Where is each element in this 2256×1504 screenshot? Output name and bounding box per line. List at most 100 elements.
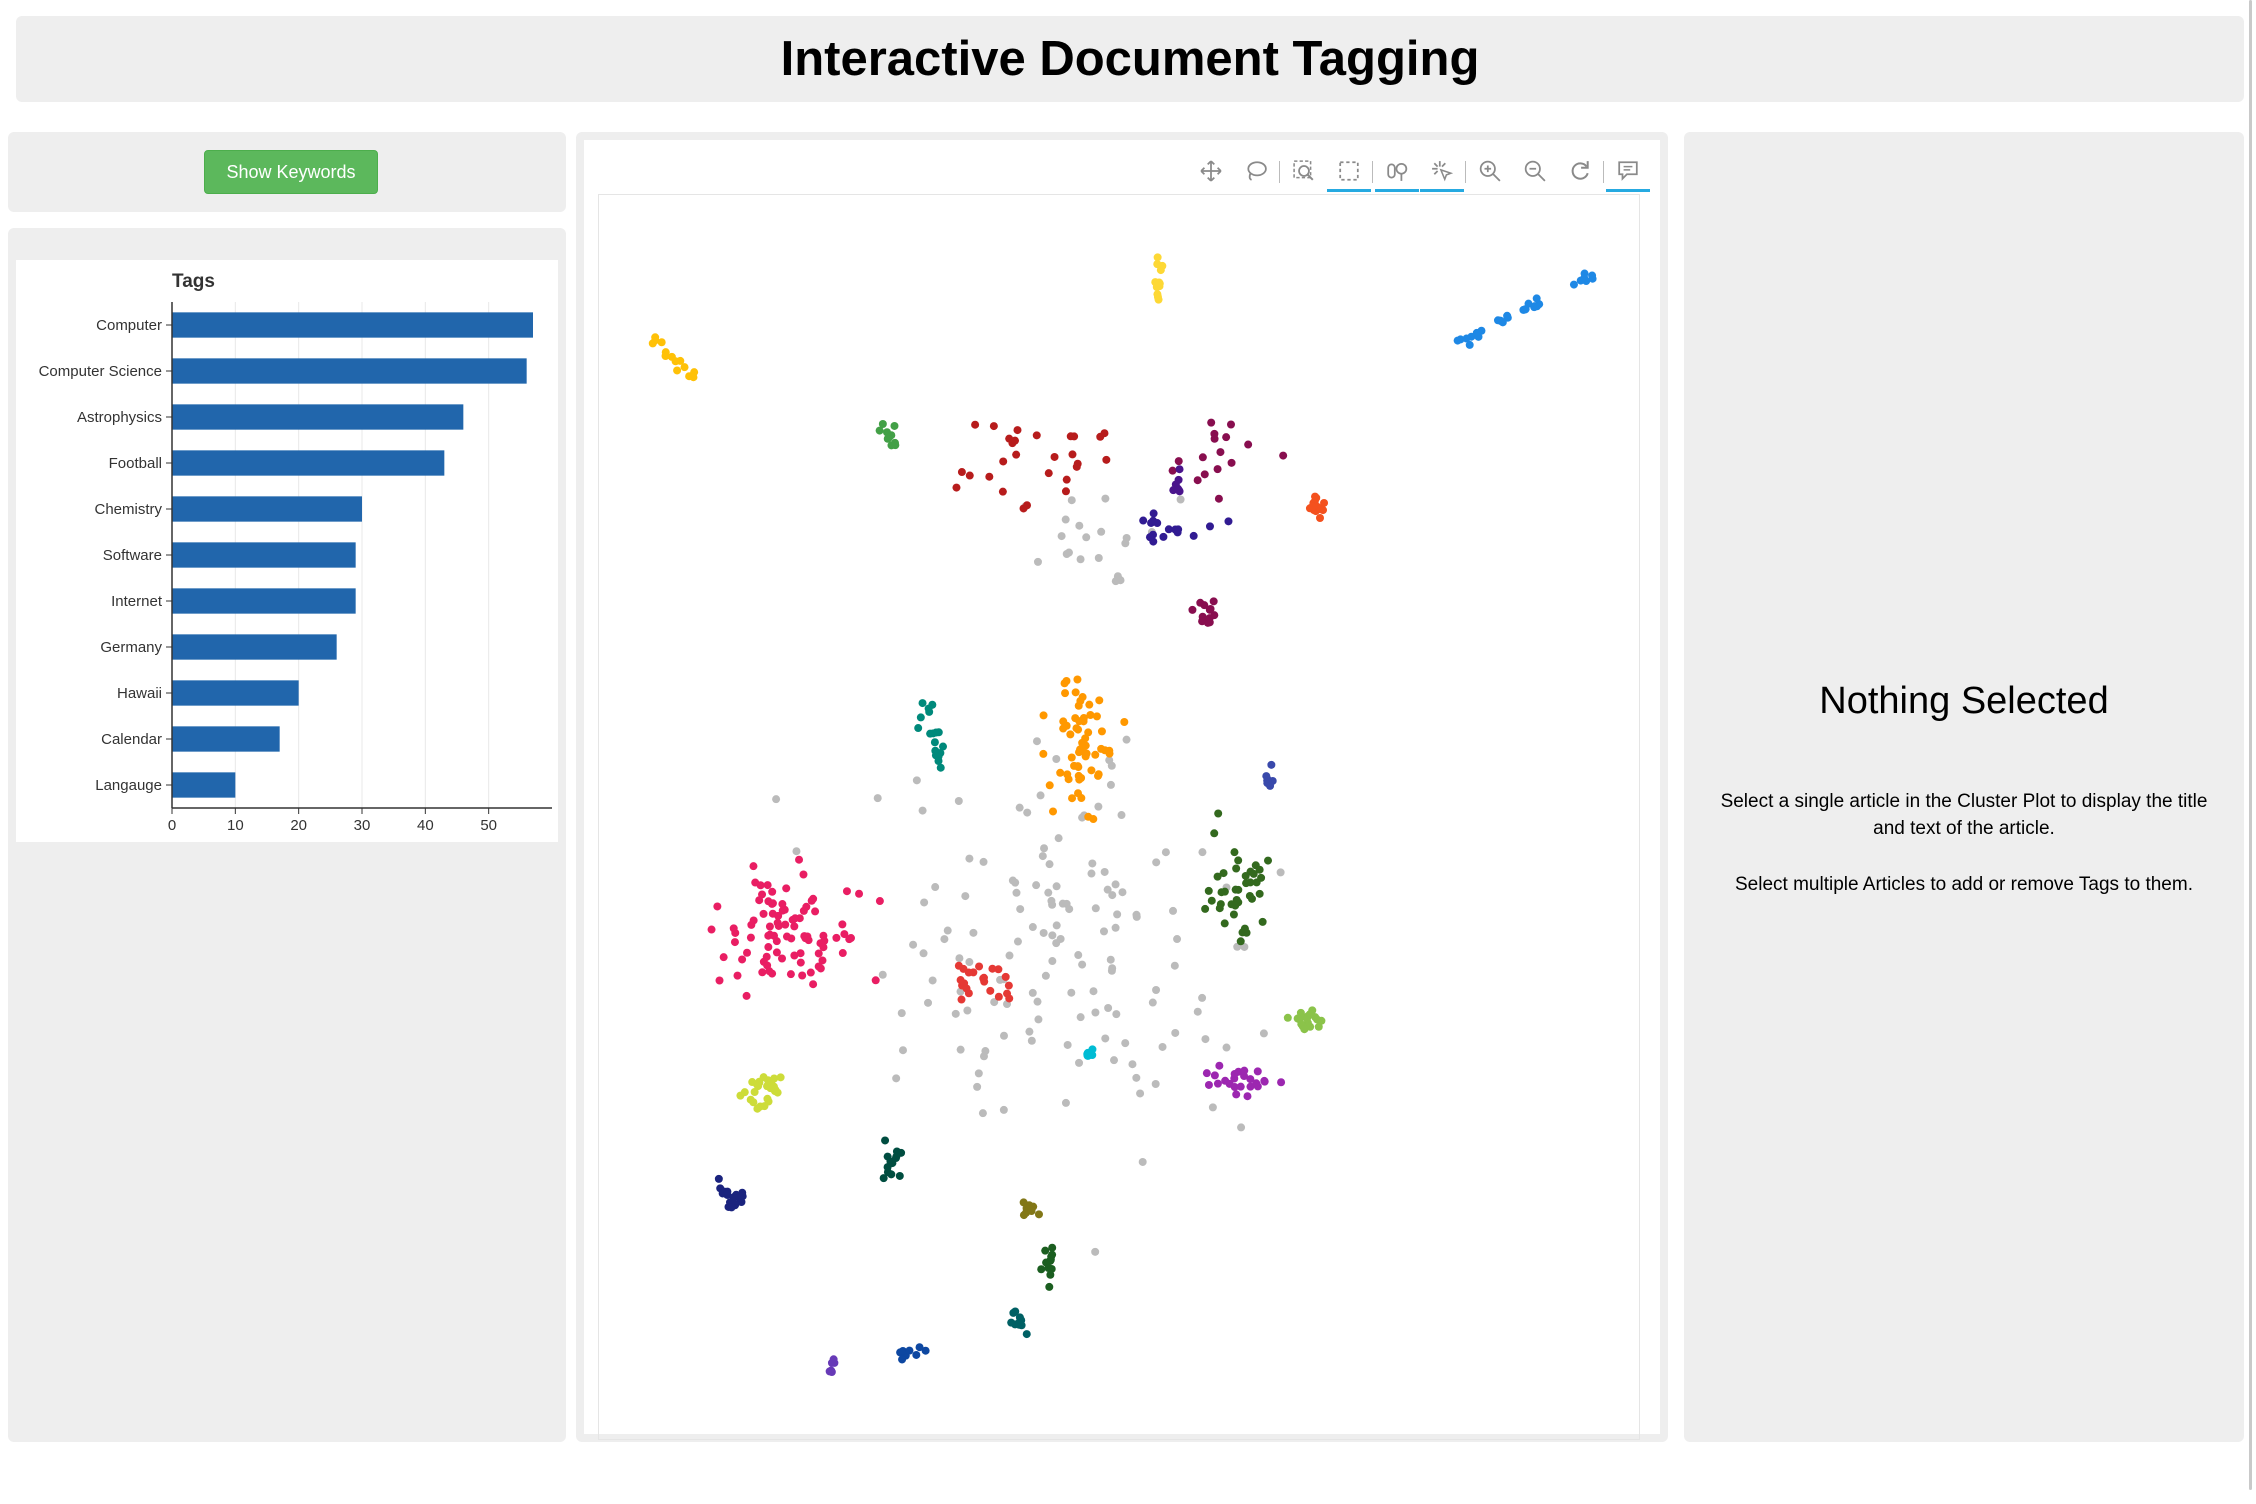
article-point[interactable] <box>1087 1050 1096 1059</box>
article-point[interactable] <box>1132 910 1141 919</box>
article-point[interactable] <box>1224 517 1233 526</box>
article-point[interactable] <box>1244 440 1253 449</box>
article-point[interactable] <box>1019 1211 1028 1220</box>
article-point[interactable] <box>1064 775 1073 784</box>
article-point[interactable] <box>1074 725 1083 734</box>
article-point[interactable] <box>807 896 816 905</box>
article-point[interactable] <box>1138 1157 1147 1166</box>
article-point[interactable] <box>774 921 783 930</box>
article-point[interactable] <box>1169 906 1178 915</box>
article-point[interactable] <box>1081 734 1090 743</box>
article-point[interactable] <box>754 1082 763 1091</box>
article-point[interactable] <box>803 932 812 941</box>
article-point[interactable] <box>979 1052 988 1061</box>
article-point[interactable] <box>778 906 787 915</box>
article-point[interactable] <box>952 483 961 492</box>
article-point[interactable] <box>1094 802 1103 811</box>
article-point[interactable] <box>1056 768 1065 777</box>
article-point[interactable] <box>1034 1210 1043 1219</box>
article-point[interactable] <box>1095 696 1104 705</box>
article-point[interactable] <box>1477 326 1486 335</box>
article-point[interactable] <box>1207 896 1216 905</box>
article-point[interactable] <box>875 426 884 435</box>
article-point[interactable] <box>1240 1066 1249 1075</box>
article-point[interactable] <box>1023 501 1032 510</box>
article-point[interactable] <box>1257 873 1266 882</box>
article-point[interactable] <box>1076 1013 1085 1022</box>
article-point[interactable] <box>747 920 756 929</box>
article-point[interactable] <box>765 922 774 931</box>
tap-select-icon[interactable] <box>1420 152 1464 192</box>
article-point[interactable] <box>742 991 751 1000</box>
article-point[interactable] <box>1023 808 1032 817</box>
article-point[interactable] <box>955 954 964 963</box>
article-point[interactable] <box>799 870 808 879</box>
article-point[interactable] <box>1171 1028 1180 1037</box>
article-point[interactable] <box>979 974 988 983</box>
tag-bar[interactable] <box>172 726 280 752</box>
article-point[interactable] <box>1122 735 1131 744</box>
article-point[interactable] <box>1085 700 1094 709</box>
tags-bar-chart[interactable]: Tags Computer Computer Science Astrophysics… <box>16 260 558 842</box>
article-point[interactable] <box>1170 961 1179 970</box>
article-point[interactable] <box>1065 905 1074 914</box>
article-point[interactable] <box>1039 928 1048 937</box>
zoom-box-icon[interactable] <box>1282 152 1326 192</box>
tag-bar[interactable] <box>172 680 299 706</box>
article-point[interactable] <box>957 468 966 477</box>
article-point[interactable] <box>965 854 974 863</box>
article-point[interactable] <box>969 928 978 937</box>
article-point[interactable] <box>924 704 933 713</box>
article-point[interactable] <box>1493 316 1502 325</box>
article-point[interactable] <box>1569 280 1578 289</box>
article-point[interactable] <box>1005 434 1014 443</box>
article-point[interactable] <box>773 1088 782 1097</box>
article-point[interactable] <box>961 892 970 901</box>
article-point[interactable] <box>1210 1071 1219 1080</box>
scatter-plot-area[interactable] <box>598 194 1640 1440</box>
tag-bar[interactable] <box>172 312 533 338</box>
article-point[interactable] <box>1073 675 1082 684</box>
article-point[interactable] <box>1209 597 1218 606</box>
article-point[interactable] <box>1215 904 1224 913</box>
article-point[interactable] <box>1032 737 1041 746</box>
article-point[interactable] <box>973 1082 982 1091</box>
article-point[interactable] <box>1081 741 1090 750</box>
article-point[interactable] <box>1101 1034 1110 1043</box>
article-point[interactable] <box>998 487 1007 496</box>
article-point[interactable] <box>915 1343 924 1352</box>
article-point[interactable] <box>819 931 828 940</box>
article-point[interactable] <box>912 776 921 785</box>
article-point[interactable] <box>1089 987 1098 996</box>
article-point[interactable] <box>1220 919 1229 928</box>
article-point[interactable] <box>795 855 804 864</box>
article-point[interactable] <box>1112 1010 1121 1019</box>
article-point[interactable] <box>978 1109 987 1118</box>
article-point[interactable] <box>1103 885 1112 894</box>
article-point[interactable] <box>1201 1035 1210 1044</box>
article-point[interactable] <box>1164 525 1173 534</box>
article-point[interactable] <box>1521 305 1530 314</box>
article-point[interactable] <box>1188 605 1197 614</box>
article-point[interactable] <box>1193 476 1202 485</box>
article-point[interactable] <box>1108 964 1117 973</box>
article-point[interactable] <box>1217 888 1226 897</box>
article-point[interactable] <box>1061 515 1070 524</box>
article-point[interactable] <box>772 948 781 957</box>
article-point[interactable] <box>840 930 849 939</box>
article-point[interactable] <box>919 949 928 958</box>
tag-bar[interactable] <box>172 772 236 798</box>
article-point[interactable] <box>1215 1061 1224 1070</box>
article-point[interactable] <box>1079 717 1088 726</box>
article-point[interactable] <box>1255 889 1264 898</box>
article-point[interactable] <box>994 965 1003 974</box>
article-point[interactable] <box>1230 1069 1239 1078</box>
article-point[interactable] <box>756 881 765 890</box>
article-point[interactable] <box>1253 1067 1262 1076</box>
article-point[interactable] <box>1033 997 1042 1006</box>
article-point[interactable] <box>1040 844 1049 853</box>
article-point[interactable] <box>1202 1069 1211 1078</box>
article-point[interactable] <box>1067 496 1076 505</box>
article-point[interactable] <box>1200 601 1209 610</box>
article-point[interactable] <box>1075 1058 1084 1067</box>
